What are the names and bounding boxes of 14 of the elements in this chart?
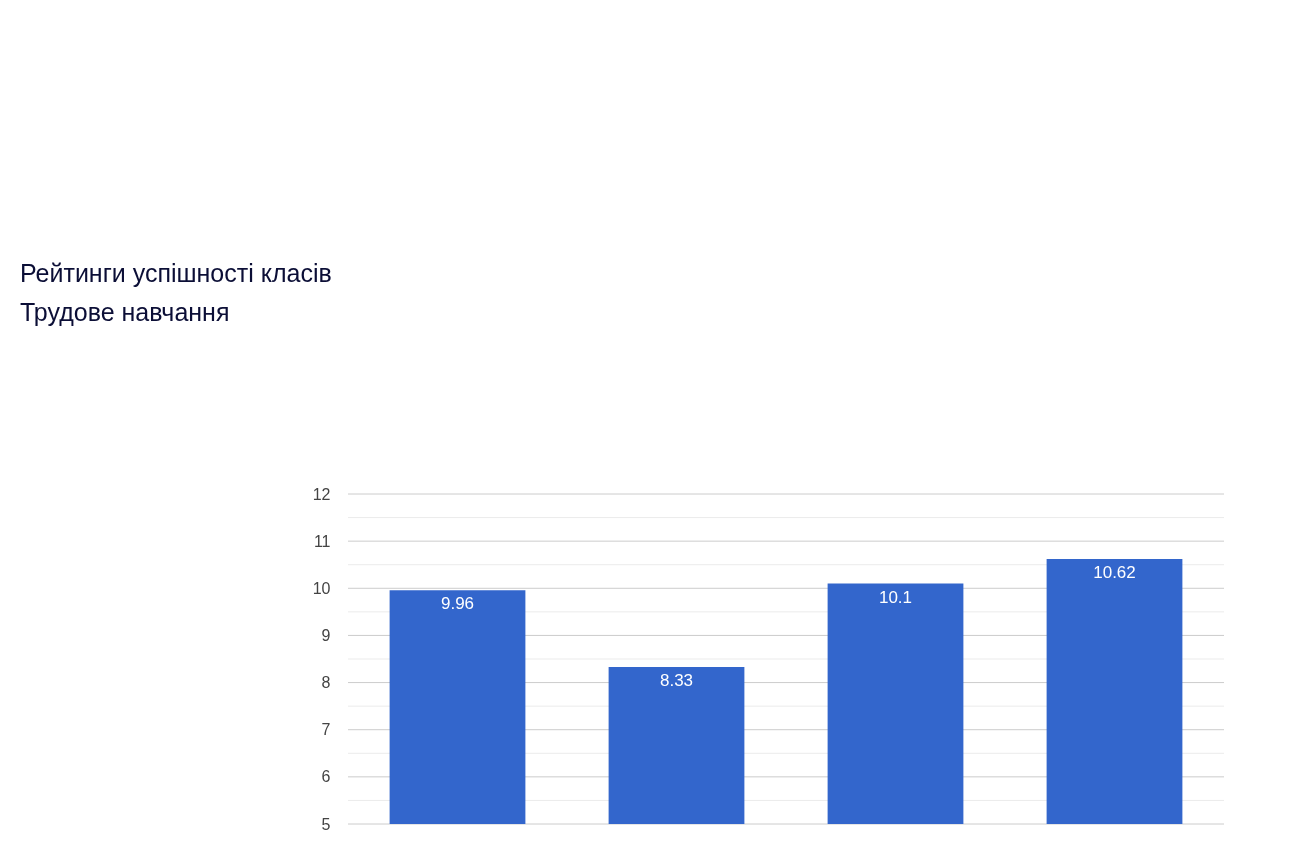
chart-title: Рейтинги успішності класів [20,259,332,287]
y-tick-label: 6 [321,768,331,786]
data-label: 10.1 [878,587,913,607]
y-tick-label: 11 [313,532,331,550]
data-label: 10.62 [1093,563,1136,583]
data-label: 8.33 [659,671,694,691]
y-tick-label: 5 [321,815,331,833]
y-tick-label: 7 [321,721,331,739]
y-tick-label: 8 [321,674,331,692]
data-label: 9.96 [440,594,475,614]
y-tick-label: 9 [321,626,331,644]
text: Трудове навчання [20,298,230,326]
y-tick-label: 12 [312,485,331,503]
y-tick-label: 10 [312,579,331,597]
